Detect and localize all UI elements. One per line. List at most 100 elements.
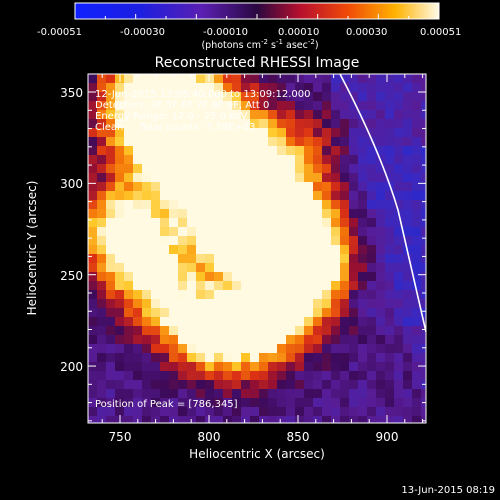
image-pixel [187, 218, 197, 228]
image-pixel [376, 182, 386, 192]
image-pixel [196, 416, 206, 423]
image-pixel [277, 146, 287, 156]
image-pixel [376, 380, 386, 390]
image-pixel [295, 92, 305, 102]
image-pixel [421, 155, 426, 165]
image-pixel [97, 344, 107, 354]
image-pixel [115, 317, 125, 327]
image-pixel [376, 128, 386, 138]
image-pixel [313, 398, 323, 408]
image-pixel [421, 335, 426, 345]
image-pixel [322, 263, 332, 273]
image-pixel [106, 200, 116, 210]
image-pixel [340, 245, 350, 255]
image-pixel [259, 362, 269, 372]
image-pixel [178, 290, 188, 300]
image-pixel [403, 74, 413, 84]
image-pixel [376, 299, 386, 309]
image-pixel [88, 254, 98, 264]
image-pixel [277, 110, 287, 120]
image-pixel [88, 371, 98, 381]
image-pixel [331, 83, 341, 93]
image-pixel [268, 371, 278, 381]
image-pixel [97, 182, 107, 192]
image-pixel [385, 407, 395, 417]
image-pixel [214, 308, 224, 318]
image-pixel [232, 308, 242, 318]
image-pixel [223, 353, 233, 363]
image-pixel [241, 209, 251, 219]
image-pixel [205, 209, 215, 219]
image-pixel [205, 74, 215, 84]
image-pixel [250, 290, 260, 300]
image-pixel [151, 227, 161, 237]
image-pixel [349, 92, 359, 102]
image-pixel [115, 101, 125, 111]
image-pixel [358, 245, 368, 255]
image-pixel [376, 317, 386, 327]
image-pixel [340, 362, 350, 372]
image-pixel [295, 254, 305, 264]
image-pixel [187, 110, 197, 120]
image-pixel [88, 209, 98, 219]
image-pixel [169, 245, 179, 255]
image-pixel [367, 119, 377, 129]
image-pixel [232, 398, 242, 408]
image-pixel [358, 164, 368, 174]
image-pixel [295, 272, 305, 282]
image-pixel [367, 92, 377, 102]
image-pixel [268, 101, 278, 111]
image-pixel [214, 362, 224, 372]
image-pixel [268, 191, 278, 201]
image-pixel [160, 380, 170, 390]
image-pixel [133, 83, 143, 93]
image-pixel [376, 164, 386, 174]
image-pixel [106, 227, 116, 237]
image-pixel [196, 182, 206, 192]
image-pixel [376, 407, 386, 417]
image-pixel [295, 299, 305, 309]
image-pixel [421, 128, 426, 138]
image-pixel [277, 200, 287, 210]
image-pixel [178, 119, 188, 129]
image-pixel [331, 290, 341, 300]
image-pixel [241, 245, 251, 255]
image-pixel [88, 227, 98, 237]
image-pixel [367, 371, 377, 381]
image-pixel [106, 92, 116, 102]
image-pixel [322, 227, 332, 237]
y-tick-label: 350 [60, 86, 83, 100]
image-pixel [295, 398, 305, 408]
colorbar-tick-label: 0.00030 [346, 27, 387, 38]
image-pixel [88, 164, 98, 174]
y-tick-label: 200 [60, 360, 83, 374]
image-pixel [313, 308, 323, 318]
image-pixel [133, 353, 143, 363]
plot-title: Reconstructed RHESSI Image [155, 55, 360, 71]
image-pixel [223, 398, 233, 408]
image-pixel [88, 380, 98, 390]
image-pixel [304, 344, 314, 354]
image-pixel [97, 299, 107, 309]
image-pixel [394, 74, 404, 84]
image-pixel [88, 344, 98, 354]
image-pixel [268, 146, 278, 156]
image-pixel [349, 326, 359, 336]
image-pixel [349, 83, 359, 93]
image-pixel [385, 290, 395, 300]
image-pixel [124, 83, 134, 93]
image-pixel [250, 155, 260, 165]
image-pixel [205, 371, 215, 381]
image-pixel [313, 137, 323, 147]
image-pixel [214, 371, 224, 381]
image-pixel [313, 326, 323, 336]
image-pixel [403, 155, 413, 165]
image-pixel [331, 209, 341, 219]
image-pixel [421, 362, 426, 372]
image-pixel [367, 389, 377, 399]
image-pixel [313, 407, 323, 417]
image-pixel [277, 299, 287, 309]
image-pixel [340, 281, 350, 291]
image-pixel [133, 236, 143, 246]
image-pixel [106, 128, 116, 138]
